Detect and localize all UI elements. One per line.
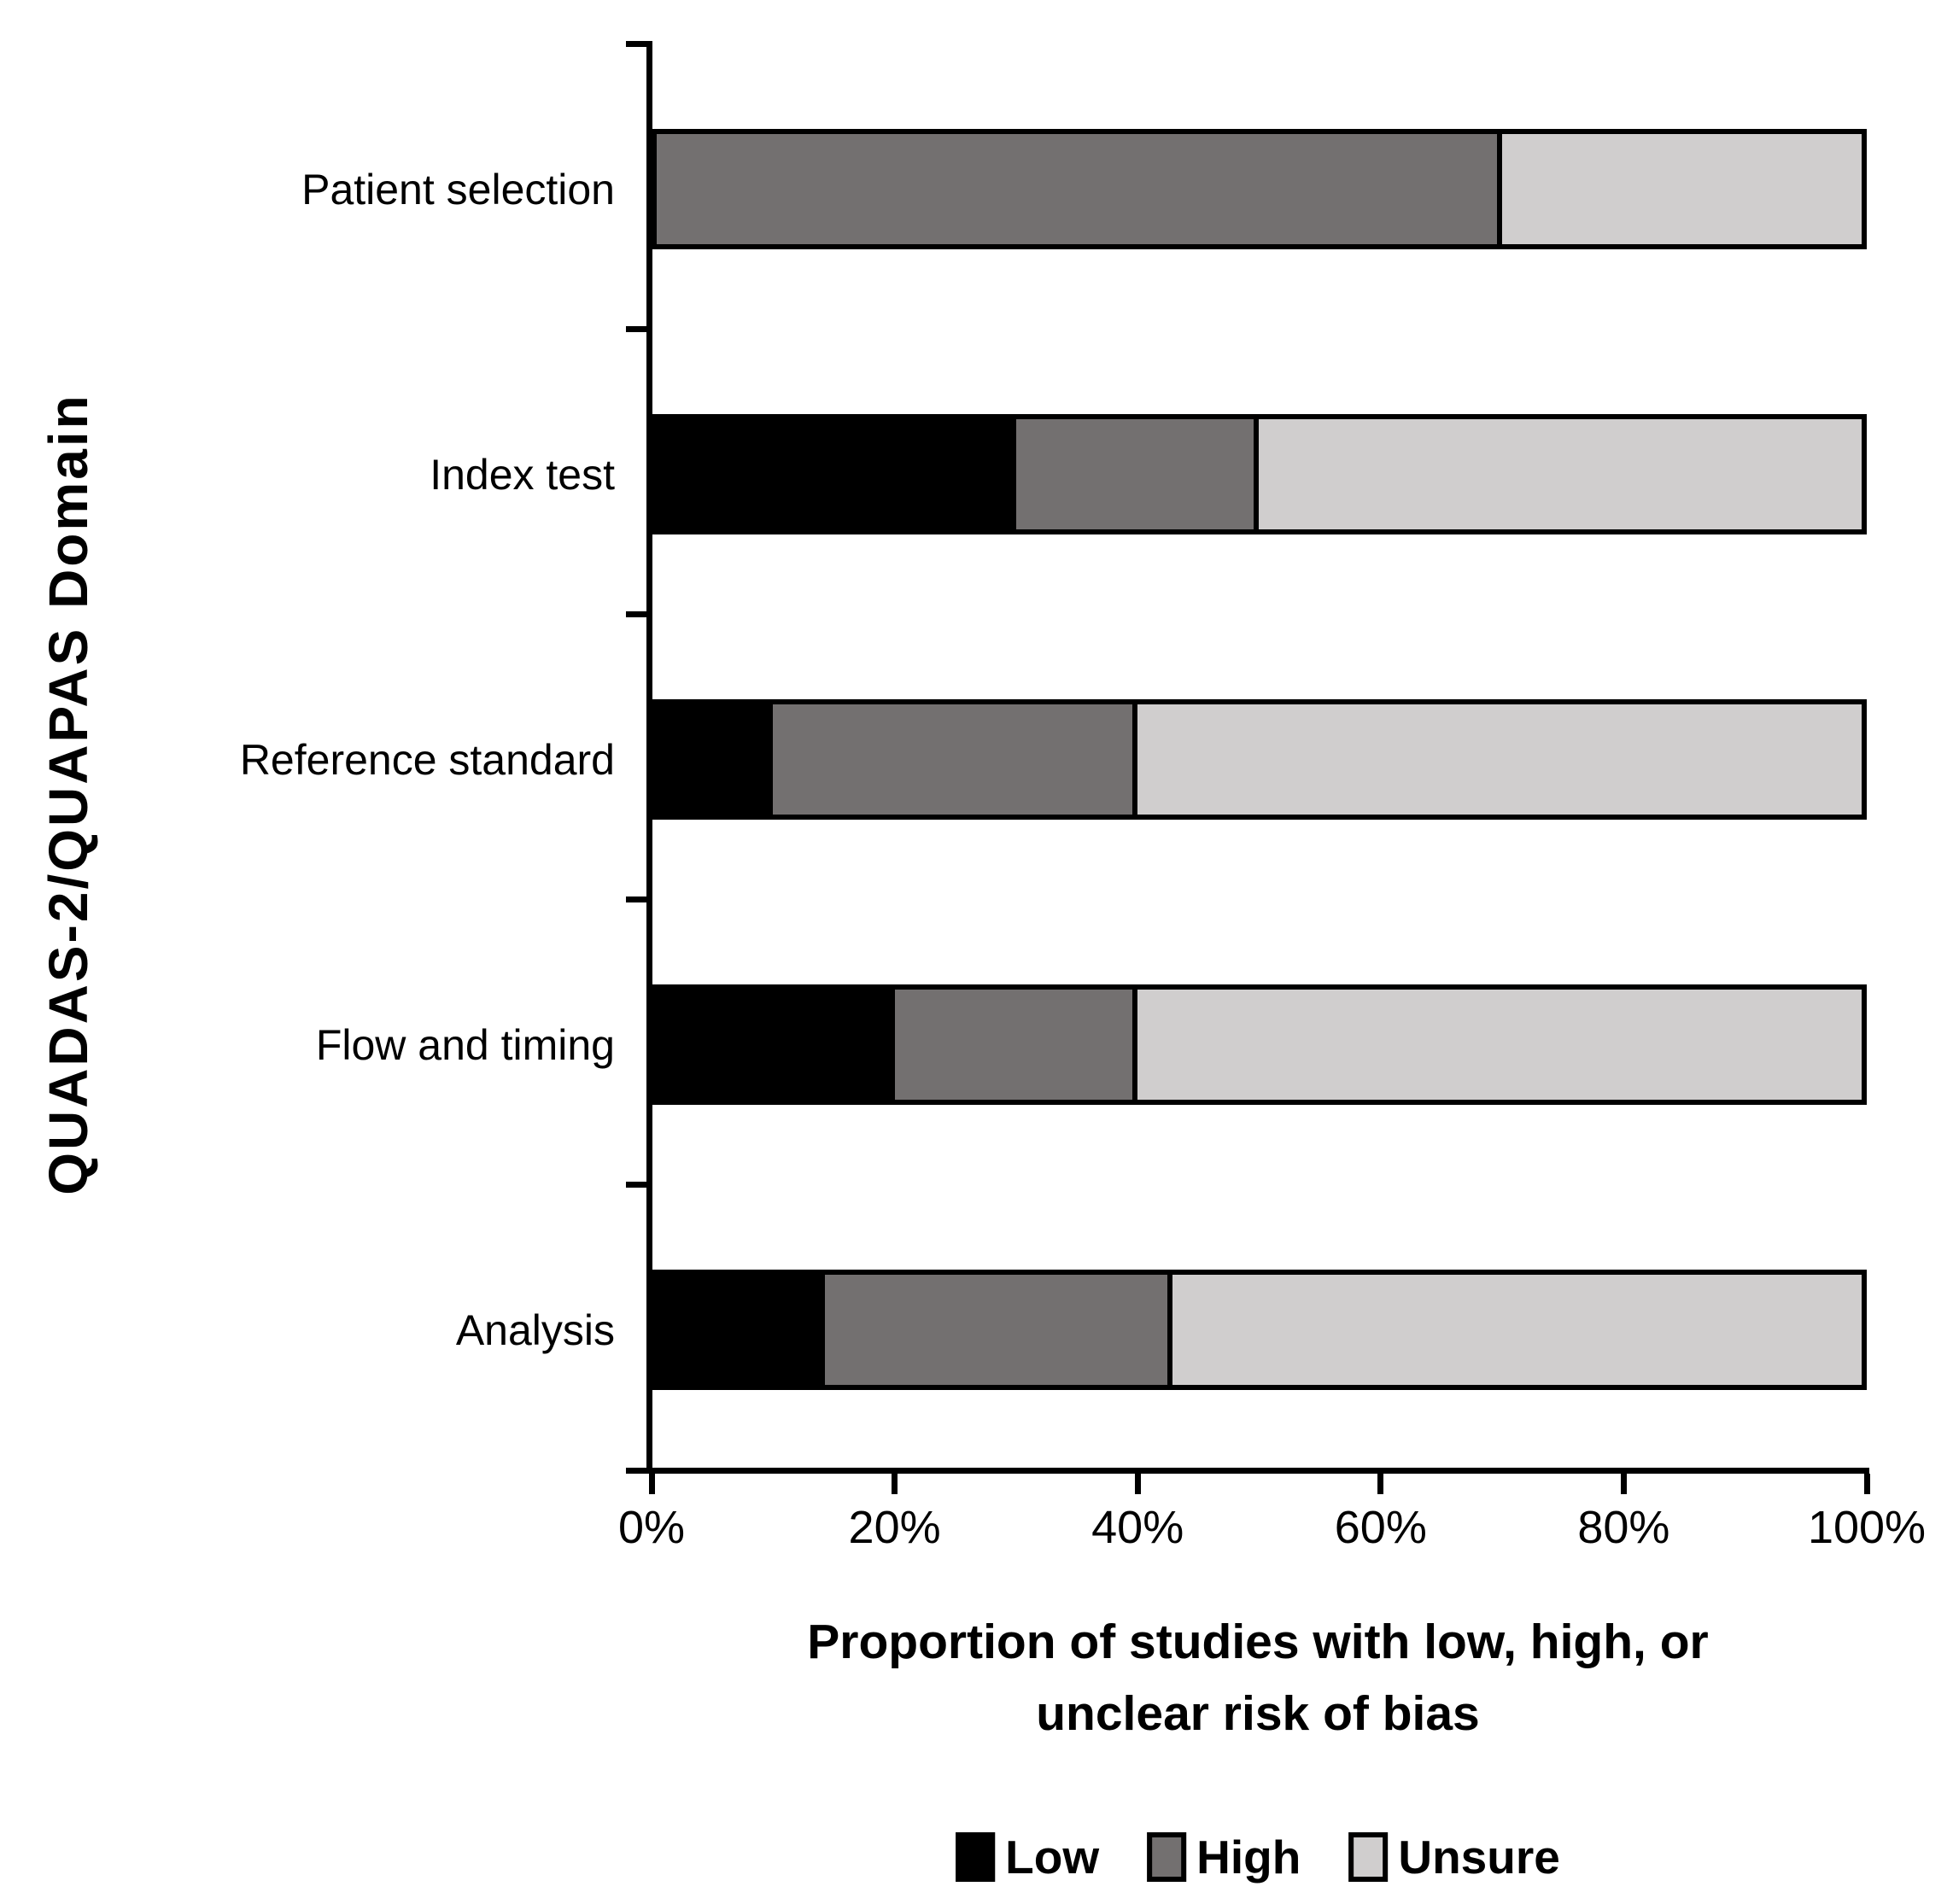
legend: Low High Unsure (956, 1832, 1560, 1882)
y-axis-tick (626, 326, 646, 332)
y-axis-tick (626, 1468, 646, 1474)
x-axis-tick (1377, 1474, 1384, 1494)
bar-segment-unsure (1502, 129, 1867, 249)
bar-patient-selection (652, 129, 1867, 249)
bar-segment-unsure (1137, 699, 1867, 820)
x-tick-label-40: 40% (1091, 1502, 1184, 1553)
bar-segment-low (652, 414, 1016, 534)
legend-label-high: High (1196, 1830, 1301, 1884)
bar-index-test (652, 414, 1867, 534)
y-axis-tick (626, 611, 646, 617)
bar-segment-low (652, 984, 895, 1105)
legend-item-high: High (1147, 1832, 1301, 1882)
y-axis-title: QUADAS-2/QUAPAS Domain (38, 393, 99, 1195)
legend-swatch-unsure (1348, 1832, 1389, 1882)
x-axis-title: Proportion of studies with low, high, or… (807, 1615, 1709, 1741)
y-axis-tick (626, 1182, 646, 1188)
bar-segment-high (825, 1270, 1173, 1390)
legend-label-unsure: Unsure (1398, 1830, 1560, 1884)
x-tick-label-0: 0% (617, 1502, 686, 1553)
category-label-flow-and-timing: Flow and timing (315, 1020, 615, 1069)
legend-label-low: Low (1005, 1830, 1100, 1884)
bar-segment-high (1015, 414, 1260, 534)
bar-segment-low (652, 1270, 826, 1390)
x-axis-tick (1863, 1474, 1870, 1494)
bar-flow-and-timing (652, 984, 1867, 1105)
bar-analysis (652, 1270, 1867, 1390)
category-label-analysis: Analysis (455, 1305, 615, 1354)
legend-swatch-low (956, 1832, 996, 1882)
x-tick-label-80: 80% (1577, 1502, 1670, 1553)
x-axis-tick (1620, 1474, 1627, 1494)
x-tick-label-60: 60% (1334, 1502, 1427, 1553)
category-label-index-test: Index test (430, 450, 615, 499)
category-label-reference-standard: Reference standard (239, 735, 615, 784)
bar-segment-unsure (1172, 1270, 1867, 1390)
x-axis-tick (892, 1474, 898, 1494)
bar-segment-high (773, 699, 1138, 820)
legend-item-low: Low (956, 1832, 1099, 1882)
y-axis-tick (626, 897, 646, 902)
legend-swatch-high (1147, 1832, 1187, 1882)
x-tick-label-100: 100% (1807, 1502, 1927, 1553)
bar-segment-high (652, 129, 1503, 249)
category-label-patient-selection: Patient selection (301, 165, 615, 213)
x-tick-label-20: 20% (848, 1502, 941, 1553)
y-axis-tick (626, 41, 646, 47)
y-axis-line (646, 41, 652, 1474)
x-axis-line (646, 1468, 1869, 1474)
bar-segment-high (894, 984, 1138, 1105)
x-axis-tick (1134, 1474, 1141, 1494)
legend-item-unsure: Unsure (1348, 1832, 1560, 1882)
x-axis-tick (648, 1474, 655, 1494)
bar-segment-unsure (1259, 414, 1867, 534)
bar-segment-low (652, 699, 774, 820)
bar-segment-unsure (1137, 984, 1867, 1105)
bar-reference-standard (652, 699, 1867, 820)
